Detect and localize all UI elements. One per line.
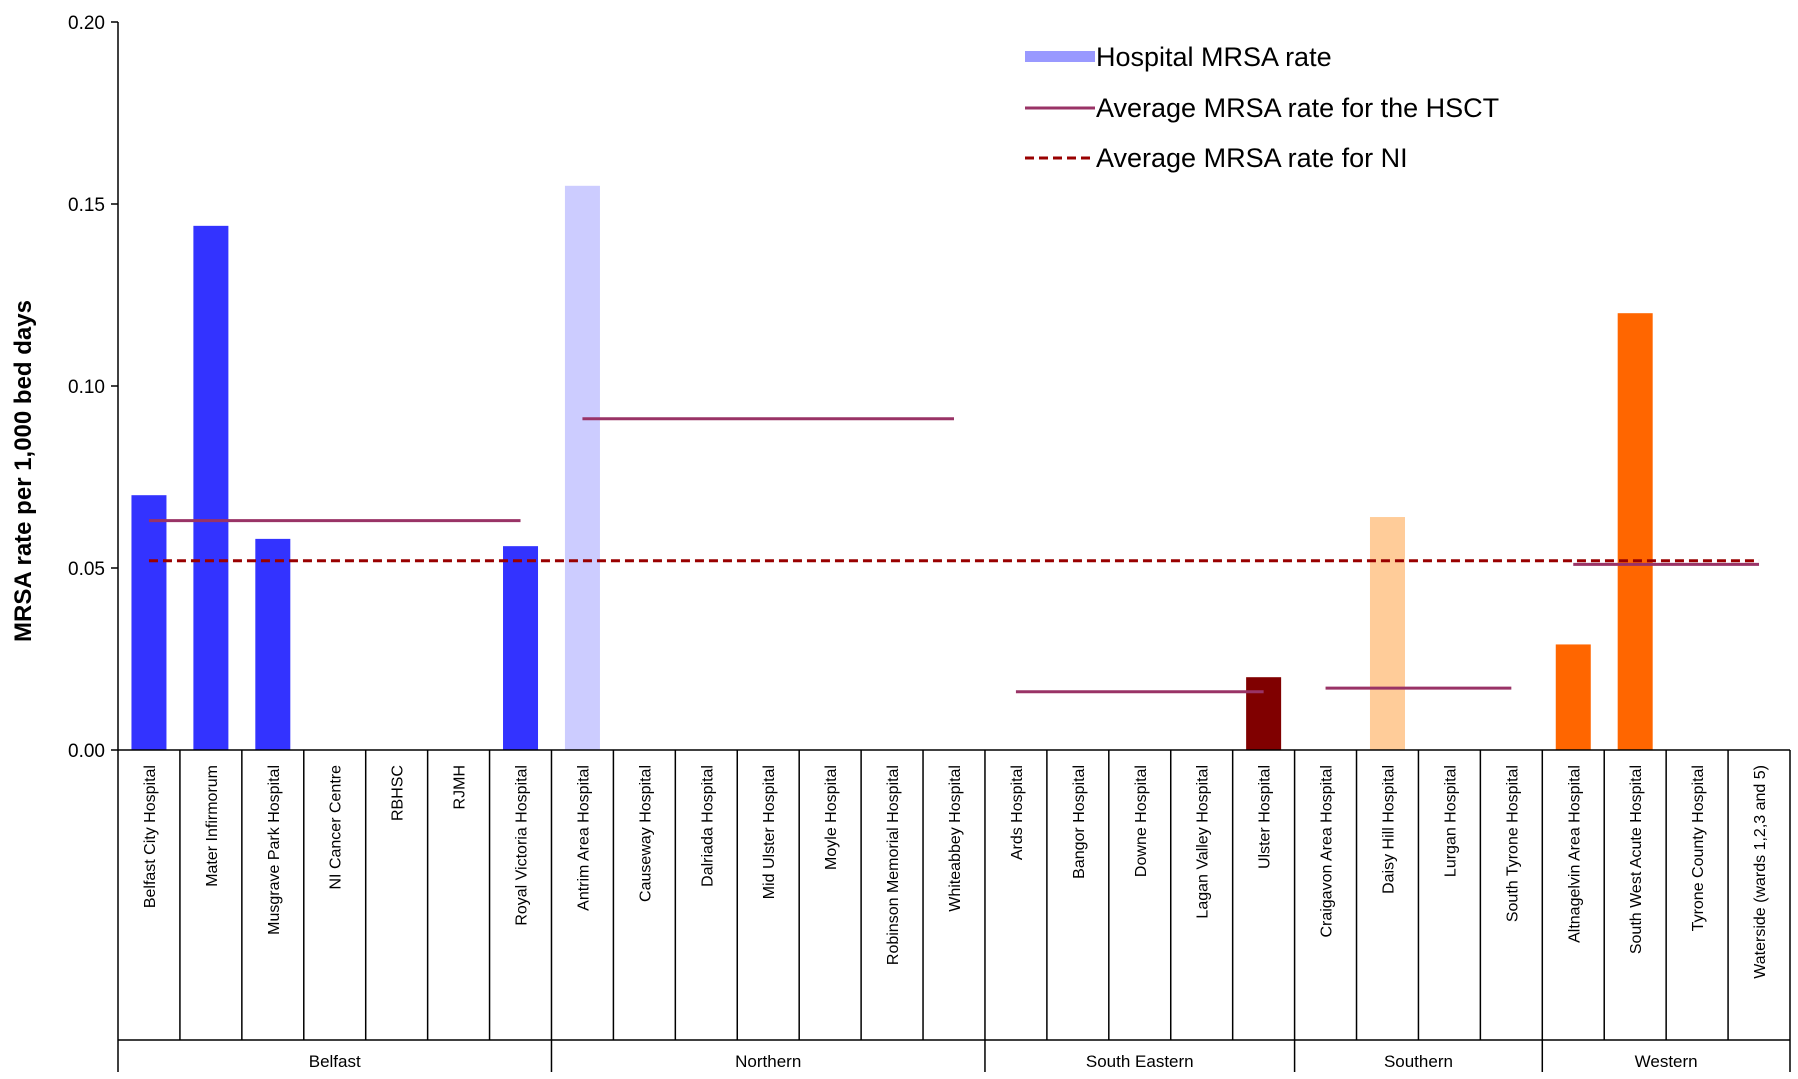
category-label-12: Robinson Memorial Hospital (885, 765, 902, 965)
legend-label-ni-average: Average MRSA rate for NI (1096, 143, 1408, 173)
category-label-18: Ulster Hospital (1257, 765, 1274, 869)
category-label-20: Daisy Hill Hospital (1380, 765, 1397, 894)
category-label-1: Mater Infirmorum (204, 765, 221, 887)
category-label-6: Royal Victoria Hospital (514, 765, 531, 926)
y-tick-label-3: 0.15 (68, 195, 105, 216)
legend-label-hospital-rate: Hospital MRSA rate (1096, 42, 1332, 72)
group-label-3: Southern (1384, 1052, 1453, 1071)
category-label-24: South West Acute Hospital (1628, 765, 1645, 954)
category-label-0: Belfast City Hospital (142, 765, 159, 908)
y-axis-title: MRSA rate per 1,000 bed days (10, 300, 37, 642)
category-label-11: Moyle Hospital (823, 765, 840, 870)
category-label-7: Antrim Area Hospital (575, 765, 592, 911)
category-label-16: Downe Hospital (1133, 765, 1150, 877)
legend-label-hsct-average: Average MRSA rate for the HSCT (1096, 93, 1499, 123)
y-tick-label-1: 0.05 (68, 559, 105, 580)
category-label-19: Craigavon Area Hospital (1319, 765, 1336, 938)
category-label-25: Tyrone County Hospital (1690, 765, 1707, 931)
category-label-8: Causeway Hospital (637, 765, 654, 902)
axes: 0.00 0.05 0.10 0.15 0.20 Belfast City Hospita… (68, 13, 1791, 1072)
y-tick-label-0: 0.00 (68, 741, 105, 762)
bar-2 (255, 538, 291, 750)
bar-18 (1246, 677, 1282, 750)
group-label-2: South Eastern (1086, 1052, 1194, 1071)
group-label-1: Northern (735, 1052, 801, 1071)
category-label-3: NI Cancer Centre (328, 765, 345, 890)
y-tick-label-2: 0.10 (68, 377, 105, 398)
group-label-4: Western (1635, 1052, 1698, 1071)
category-label-4: RBHSC (390, 765, 407, 821)
category-label-9: Dalriada Hospital (699, 765, 716, 887)
category-label-5: RJMH (452, 765, 469, 809)
category-label-2: Musgrave Park Hospital (266, 765, 283, 935)
y-tick-label-4: 0.20 (68, 13, 105, 34)
category-label-26: Waterside (wards 1,2,3 and 5) (1752, 765, 1769, 979)
bar-1 (193, 225, 229, 751)
legend: Hospital MRSA rate Average MRSA rate for… (1025, 42, 1499, 173)
bar-7 (564, 185, 600, 751)
bar-20 (1369, 517, 1405, 750)
category-label-10: Mid Ulster Hospital (761, 765, 778, 899)
category-label-21: Lurgan Hospital (1442, 765, 1459, 877)
category-label-15: Bangor Hospital (1071, 765, 1088, 879)
category-label-23: Altnagelvin Area Hospital (1566, 765, 1583, 943)
legend-swatch-bar (1025, 51, 1095, 62)
plot-area (131, 185, 1760, 751)
bar-23 (1555, 644, 1591, 750)
category-label-17: Lagan Valley Hospital (1195, 765, 1212, 919)
category-label-14: Ards Hospital (1009, 765, 1026, 860)
bar-0 (131, 495, 167, 750)
bar-6 (503, 546, 539, 750)
group-label-0: Belfast (309, 1052, 361, 1071)
category-label-22: South Tyrone Hospital (1504, 765, 1521, 922)
bar-24 (1617, 313, 1653, 750)
category-label-13: Whiteabbey Hospital (947, 765, 964, 912)
